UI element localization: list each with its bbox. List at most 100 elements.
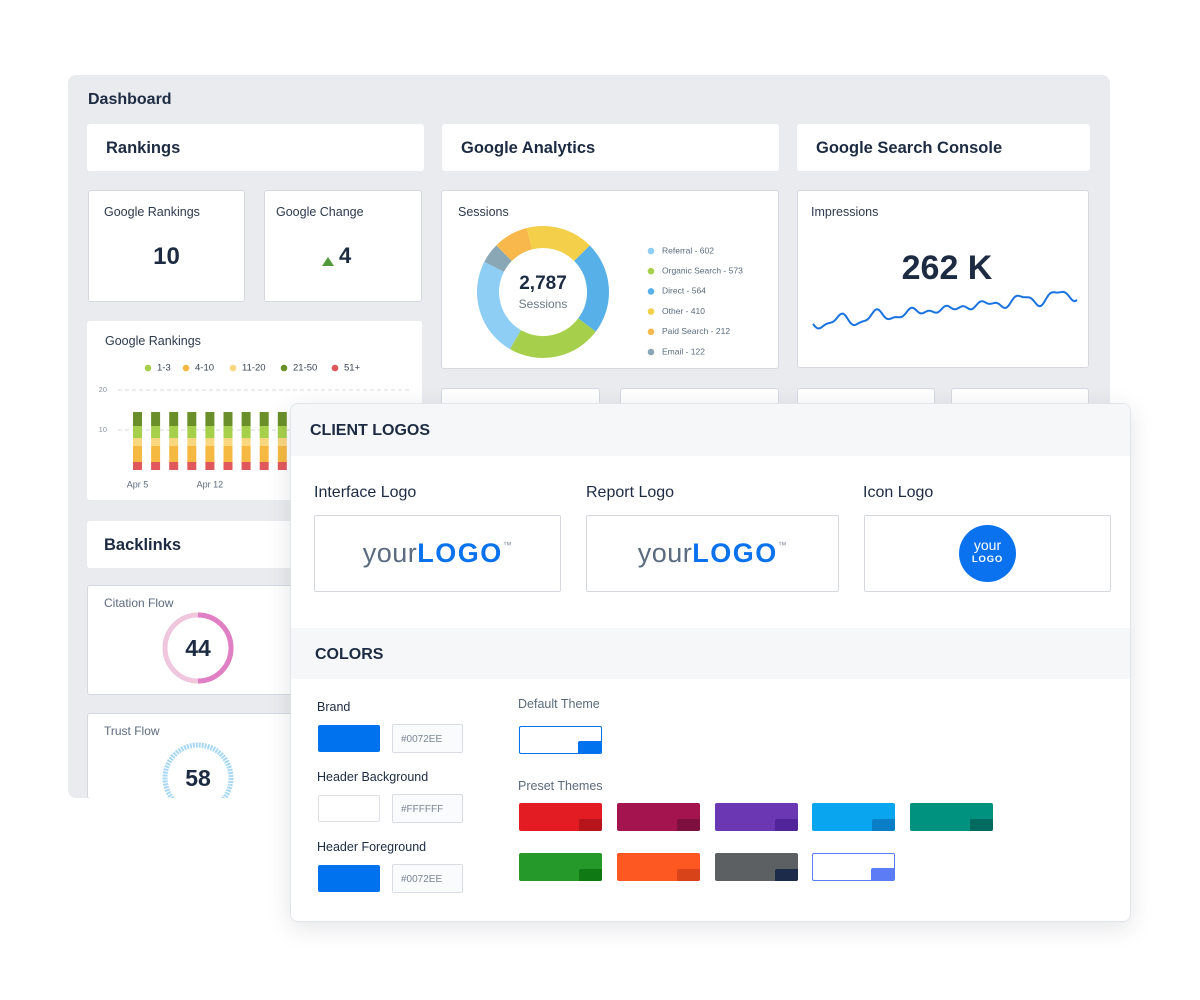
donut-segment: [484, 245, 513, 273]
legend-label: 51+: [344, 363, 361, 374]
bar-segment: [277, 438, 287, 446]
theme-label: Preset Themes: [518, 779, 603, 793]
bar-segment: [133, 446, 142, 462]
hex-input[interactable]: #0072EE: [392, 864, 463, 893]
legend-dot: [280, 364, 288, 372]
metric-label: Google Change: [276, 205, 364, 219]
section-header: Google Search Console: [797, 124, 1090, 171]
icon-prefix: your: [973, 537, 1002, 553]
card-label: Trust Flow: [104, 724, 160, 738]
bar-segment: [187, 438, 197, 446]
color-label: Header Background: [317, 770, 429, 784]
hex-input[interactable]: #FFFFFF: [392, 794, 463, 823]
theme-accent: [579, 869, 602, 881]
section-header: Rankings: [87, 124, 424, 171]
color-swatch[interactable]: [318, 795, 380, 822]
preset-theme[interactable]: [519, 803, 602, 831]
bar-segment: [205, 462, 215, 470]
logo-brand: LOGO: [692, 538, 778, 568]
bar-segment: [169, 446, 179, 462]
default-theme[interactable]: [519, 726, 602, 754]
bar-segment: [277, 426, 287, 438]
theme-accent: [578, 741, 601, 753]
gauge-arc: [197, 612, 234, 684]
bar-segment: [133, 412, 142, 426]
preset-theme[interactable]: [812, 853, 895, 881]
x-tick-label: Apr 12: [197, 479, 224, 489]
logo-mark: ™: [777, 540, 788, 550]
metric-value: 10: [153, 243, 180, 270]
legend-dot: [229, 364, 237, 372]
preset-theme[interactable]: [617, 803, 700, 831]
hex-input[interactable]: #0072EE: [392, 724, 463, 753]
y-tick-label: 20: [99, 385, 107, 394]
bar-segment: [169, 462, 179, 470]
dashboard-title: Dashboard: [88, 91, 172, 108]
icon-brand: LOGO: [971, 554, 1004, 565]
legend-label: 11-20: [242, 363, 266, 374]
preset-theme[interactable]: [910, 803, 993, 831]
section-title: Backlinks: [104, 536, 182, 554]
bar-segment: [241, 438, 251, 446]
metric-card: Google Change 4: [264, 190, 422, 302]
bar-segment: [259, 462, 269, 470]
bar-segment: [277, 412, 287, 426]
theme-accent: [775, 869, 798, 881]
color-swatch[interactable]: [318, 865, 380, 892]
legend-dot: [647, 267, 655, 275]
bar-segment: [259, 426, 269, 438]
logo-upload[interactable]: yourLOGO™: [586, 515, 839, 592]
legend-dot: [182, 364, 190, 372]
color-label: Brand: [317, 700, 351, 714]
theme-accent: [775, 819, 798, 831]
logo-upload[interactable]: your LOGO: [864, 515, 1111, 592]
legend-label: Direct - 564: [662, 286, 706, 296]
bar-segment: [169, 438, 179, 446]
bar-segment: [241, 446, 251, 462]
donut-segment: [496, 228, 533, 262]
bar-segment: [259, 446, 269, 462]
theme-accent: [872, 819, 895, 831]
section-band: COLORS: [291, 628, 1130, 679]
legend-label: Paid Search - 212: [662, 326, 730, 336]
legend-dot: [647, 348, 655, 356]
bar-segment: [205, 412, 215, 426]
legend-dot: [647, 308, 655, 315]
bar-segment: [187, 446, 197, 462]
bar-segment: [151, 446, 161, 462]
metric-label: Google Rankings: [104, 205, 200, 219]
bar-segment: [187, 462, 197, 470]
preset-theme[interactable]: [617, 853, 700, 881]
bar-segment: [205, 446, 215, 462]
color-swatch[interactable]: [318, 725, 380, 752]
gauge-value: 58: [185, 765, 211, 791]
preset-theme[interactable]: [715, 803, 798, 831]
theme-accent: [579, 819, 602, 831]
legend-label: Email - 122: [662, 346, 705, 356]
logo-upload[interactable]: yourLOGO™: [314, 515, 561, 592]
logo-label: Interface Logo: [314, 484, 417, 501]
bar-segment: [241, 412, 251, 426]
card-label: Citation Flow: [104, 596, 174, 610]
bar-segment: [151, 438, 161, 446]
logo-brand: LOGO: [417, 538, 503, 568]
preset-theme[interactable]: [519, 853, 602, 881]
donut-segment: [510, 318, 596, 358]
bar-segment: [187, 426, 197, 438]
donut-segment: [573, 245, 609, 332]
y-tick-label: 10: [99, 425, 107, 434]
bar-segment: [223, 412, 233, 426]
settings-modal: CLIENT LOGOS Interface Logo Report Logo …: [290, 403, 1131, 922]
preset-theme[interactable]: [715, 853, 798, 881]
section-title: COLORS: [315, 646, 384, 663]
bar-segment: [223, 426, 233, 438]
bar-segment: [151, 412, 161, 426]
metric-value: 4: [339, 243, 352, 268]
bar-segment: [259, 412, 269, 426]
chart-marks: 44 58 2,787 Sessions Referral - 602 Organic…: [99, 226, 1078, 798]
preset-theme[interactable]: [812, 803, 895, 831]
legend-dot: [144, 364, 152, 372]
legend-label: 4-10: [195, 363, 214, 374]
